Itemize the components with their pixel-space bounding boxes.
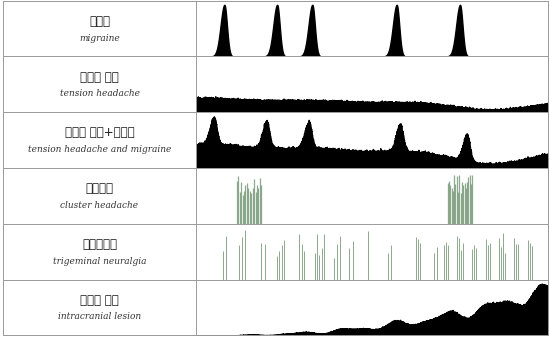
Text: 삼차신경통: 삼차신경통 [82,238,117,251]
Text: cluster headache: cluster headache [60,201,138,210]
Text: trigeminal neuralgia: trigeminal neuralgia [53,257,146,266]
Text: 군발두통: 군발두통 [86,182,114,195]
Text: 두개내 병변: 두개내 병변 [80,294,119,307]
Text: intracranial lesion: intracranial lesion [58,312,141,321]
Text: tension headache: tension headache [59,89,139,98]
Text: tension headache and migraine: tension headache and migraine [28,145,171,154]
Text: 긴장형 두통: 긴장형 두통 [80,70,119,84]
Text: 긴장형 두통+편두통: 긴장형 두통+편두통 [65,126,135,140]
Text: 편두통: 편두통 [89,15,110,28]
Text: migraine: migraine [79,34,120,42]
